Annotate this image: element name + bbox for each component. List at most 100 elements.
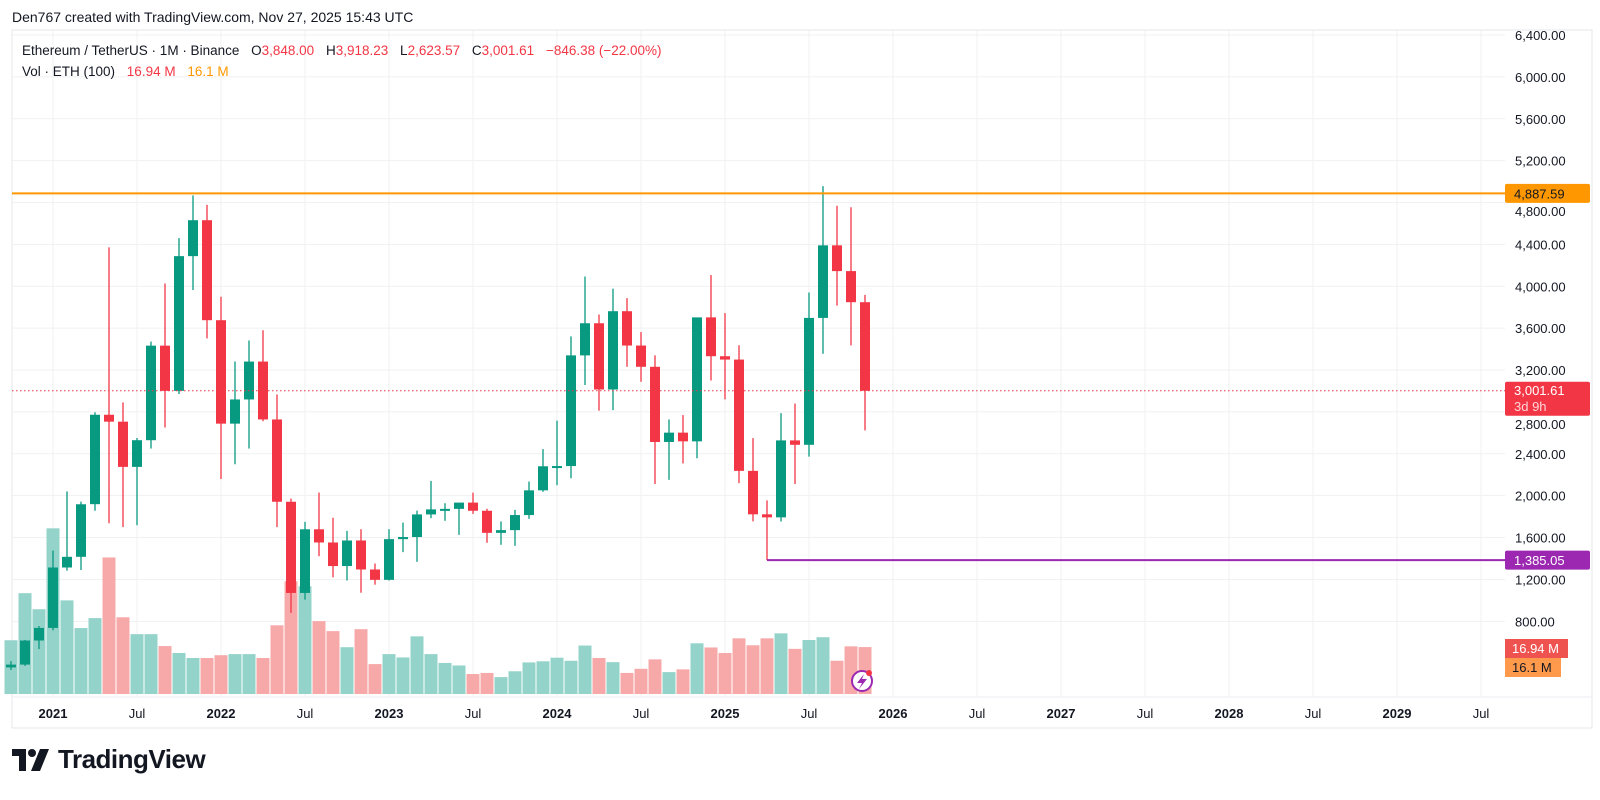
volume-ma-badge <box>1505 658 1561 677</box>
candle <box>300 521 310 600</box>
candle-body <box>314 529 324 543</box>
candle <box>132 437 142 526</box>
candle <box>48 550 58 631</box>
candle <box>860 294 870 431</box>
volume-ma-badge-label: 16.1 M <box>1512 660 1552 675</box>
candle <box>62 491 72 571</box>
candle-body <box>692 317 702 442</box>
candle-body <box>90 414 100 505</box>
candle-body <box>34 627 44 641</box>
time-axis[interactable]: 2021 Jul 2022 Jul 2023 Jul 2024 Jul 2025 Jul 2026 J… <box>12 696 1592 721</box>
price-tick-label: 4,400.00 <box>1515 237 1566 252</box>
candle <box>216 296 226 480</box>
candle <box>538 449 548 492</box>
volume-bar <box>550 657 564 694</box>
candle <box>356 529 366 593</box>
candle <box>328 517 338 578</box>
tradingview-logo[interactable]: TradingView <box>12 744 206 775</box>
axis-badges: 4,887.59 1,385.05 3,001.61 3d 9h 16.94 M… <box>1505 183 1590 677</box>
candle <box>426 480 436 519</box>
price-tick-label: 5,600.00 <box>1515 112 1566 127</box>
candle-body <box>398 537 408 540</box>
candle <box>636 332 646 382</box>
candle-body <box>510 515 520 531</box>
volume-bar <box>634 668 648 694</box>
candle-body <box>762 514 772 518</box>
candle-body <box>174 256 184 391</box>
candle-body <box>468 502 478 511</box>
candle-body <box>524 490 534 516</box>
candle-body <box>706 317 716 357</box>
candle-body <box>636 345 646 367</box>
volume-bar <box>606 662 620 694</box>
high-value: 3,918.23 <box>335 43 389 58</box>
support-price-label: 1,385.05 <box>1514 553 1565 568</box>
chart-credit: Den767 created with TradingView.com, Nov… <box>12 9 414 25</box>
volume-bar <box>270 625 284 694</box>
price-tick-label: 3,200.00 <box>1515 363 1566 378</box>
candle <box>496 521 506 545</box>
candle <box>314 492 324 557</box>
candle-body <box>356 540 366 570</box>
candle-body <box>832 245 842 272</box>
time-tick-label: Jul <box>465 706 482 721</box>
volume-bar <box>522 662 536 694</box>
candle-body <box>104 414 114 422</box>
candle-body <box>720 356 730 360</box>
volume-bar <box>32 609 46 694</box>
volume-bar <box>648 659 662 694</box>
low-value: 2,623.57 <box>407 43 461 58</box>
candle <box>706 275 716 381</box>
volume-bar <box>228 654 242 694</box>
volume-bar <box>438 662 452 694</box>
price-axis[interactable]: 800.00 1,200.00 1,600.00 2,000.00 2,400.00 2,… <box>1515 28 1566 629</box>
volume-bar <box>312 621 326 694</box>
candle-body <box>552 466 562 469</box>
volume-bar <box>494 677 508 694</box>
candle <box>370 563 380 585</box>
candle <box>6 661 16 671</box>
volume-bar <box>732 638 746 694</box>
candle-body <box>818 245 828 318</box>
grid <box>12 30 1505 697</box>
candle <box>818 186 828 354</box>
close-value: 3,001.61 <box>481 43 535 58</box>
candle <box>454 502 464 535</box>
candle-body <box>76 504 86 557</box>
candle-body <box>300 529 310 593</box>
candle <box>160 283 170 428</box>
price-tick-label: 3,600.00 <box>1515 321 1566 336</box>
volume-bar <box>368 664 382 694</box>
lightning-icon[interactable] <box>851 670 873 692</box>
volume-ma-value: 16.1 M <box>187 64 229 79</box>
candle-body <box>146 345 156 441</box>
volume-bar <box>116 617 130 694</box>
candle <box>20 639 30 666</box>
candle-body <box>230 399 240 424</box>
candle <box>104 247 114 524</box>
candle <box>622 298 632 367</box>
candle <box>804 292 814 457</box>
candle-body <box>496 530 506 533</box>
chart-frame <box>11 29 1593 729</box>
price-tick-label: 1,200.00 <box>1515 572 1566 587</box>
symbol-title[interactable]: Ethereum / TetherUS · 1M · Binance <box>22 43 240 58</box>
time-tick-label: Jul <box>1137 706 1154 721</box>
countdown-label: 3d 9h <box>1514 399 1547 414</box>
candle <box>34 626 44 650</box>
volume-bar <box>802 639 816 694</box>
candle <box>650 355 660 485</box>
high-label: H <box>325 43 336 58</box>
candle-body <box>664 432 674 442</box>
candle-body <box>6 664 16 668</box>
volume-title[interactable]: Vol · ETH (100) <box>22 64 116 79</box>
volume-bar <box>200 657 214 694</box>
candle <box>398 522 408 553</box>
time-tick-label: 2024 <box>543 706 573 721</box>
volume-bar <box>340 647 354 694</box>
volume-bar <box>760 638 774 694</box>
volume-value: 16.94 M <box>126 64 176 79</box>
candle-body <box>538 466 548 491</box>
candle <box>118 402 128 528</box>
